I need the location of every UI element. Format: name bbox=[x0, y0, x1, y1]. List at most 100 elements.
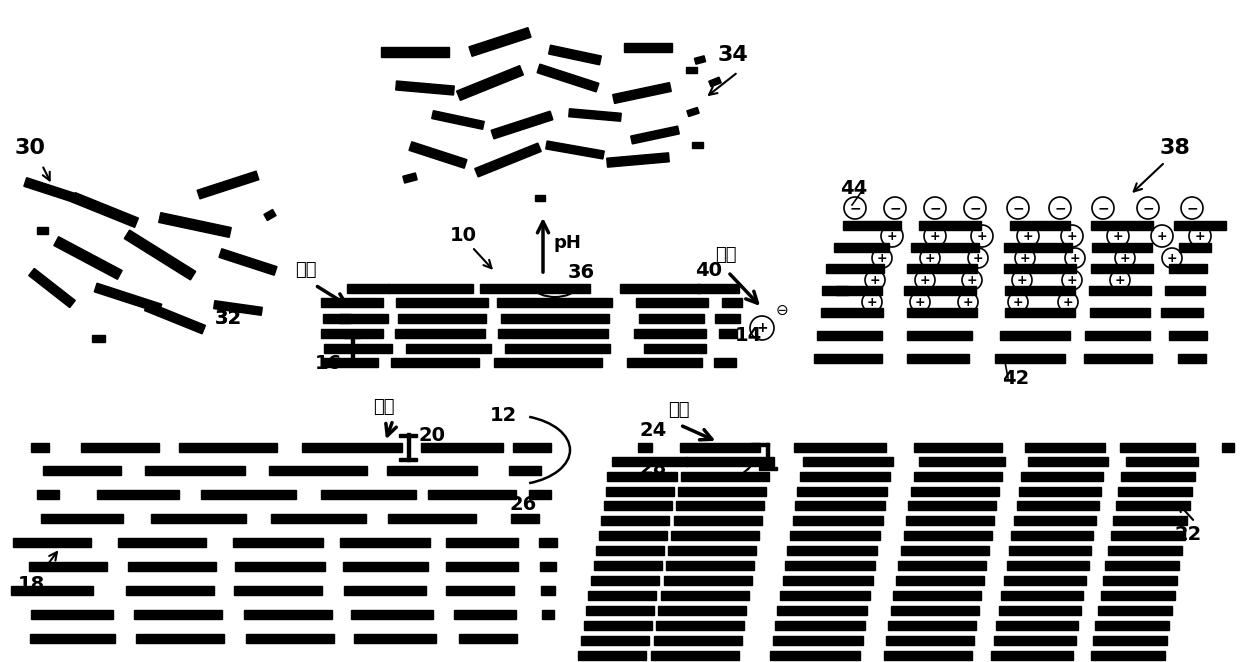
Bar bbox=[244, 610, 332, 618]
Text: +: + bbox=[867, 295, 878, 308]
Bar bbox=[1121, 442, 1195, 451]
Bar bbox=[919, 220, 981, 230]
Bar bbox=[919, 457, 1004, 465]
Bar bbox=[347, 283, 389, 293]
Bar bbox=[906, 516, 994, 524]
Bar bbox=[342, 561, 428, 571]
Bar bbox=[94, 283, 161, 312]
Bar bbox=[145, 465, 246, 475]
Bar bbox=[639, 442, 652, 451]
Bar bbox=[785, 561, 875, 569]
Text: +: + bbox=[967, 273, 977, 287]
Bar bbox=[219, 249, 277, 275]
Text: +: + bbox=[869, 273, 880, 287]
Bar bbox=[587, 606, 653, 614]
Bar bbox=[1090, 308, 1149, 316]
Bar bbox=[546, 141, 604, 159]
Text: 32: 32 bbox=[215, 308, 242, 328]
Bar bbox=[578, 651, 646, 659]
Text: +: + bbox=[1120, 252, 1131, 265]
Bar bbox=[1092, 636, 1167, 645]
Text: +: + bbox=[877, 252, 888, 265]
Bar bbox=[908, 500, 996, 510]
Bar bbox=[604, 500, 672, 510]
Bar bbox=[343, 359, 360, 361]
Bar bbox=[1221, 442, 1234, 451]
Bar bbox=[97, 489, 179, 498]
Bar bbox=[1001, 591, 1083, 600]
Bar bbox=[1095, 620, 1169, 630]
Bar bbox=[766, 443, 770, 469]
Bar bbox=[41, 514, 123, 522]
Text: pH: pH bbox=[554, 234, 582, 252]
Bar bbox=[794, 516, 883, 524]
Bar bbox=[351, 610, 433, 618]
Bar bbox=[1092, 242, 1152, 252]
Bar bbox=[661, 591, 749, 600]
Bar bbox=[658, 606, 746, 614]
Bar bbox=[794, 442, 887, 451]
Bar bbox=[480, 283, 590, 293]
Bar bbox=[1021, 471, 1104, 481]
Bar bbox=[904, 285, 976, 295]
Bar bbox=[773, 636, 863, 645]
Bar bbox=[1097, 606, 1172, 614]
Bar bbox=[128, 561, 216, 571]
Bar bbox=[606, 153, 670, 167]
Bar bbox=[591, 575, 658, 585]
Bar bbox=[826, 263, 884, 273]
Text: +: + bbox=[1157, 230, 1167, 242]
Bar bbox=[1174, 220, 1226, 230]
Bar bbox=[1091, 651, 1166, 659]
Bar bbox=[321, 328, 383, 338]
Bar bbox=[497, 297, 613, 307]
Bar bbox=[620, 283, 701, 293]
Bar bbox=[1109, 545, 1182, 555]
Text: +: + bbox=[962, 295, 973, 308]
Bar bbox=[584, 620, 652, 630]
Bar bbox=[624, 42, 672, 52]
Text: −: − bbox=[849, 201, 861, 215]
Bar bbox=[1025, 442, 1105, 451]
Bar bbox=[1019, 487, 1101, 495]
Bar bbox=[1169, 330, 1207, 340]
Bar bbox=[11, 585, 93, 594]
Bar bbox=[678, 487, 766, 495]
Text: +: + bbox=[1017, 273, 1027, 287]
Text: 30: 30 bbox=[15, 138, 46, 158]
Bar bbox=[1091, 220, 1153, 230]
Bar bbox=[501, 314, 609, 322]
Bar bbox=[666, 561, 754, 569]
Bar bbox=[37, 489, 60, 498]
Bar bbox=[813, 354, 882, 363]
Bar bbox=[686, 457, 774, 465]
Bar bbox=[782, 575, 873, 585]
Bar bbox=[594, 561, 662, 569]
Bar bbox=[911, 242, 980, 252]
Bar bbox=[1004, 575, 1086, 585]
Bar bbox=[29, 269, 76, 308]
Bar bbox=[1178, 354, 1207, 363]
Bar bbox=[459, 634, 517, 643]
Bar bbox=[1011, 530, 1092, 540]
Bar bbox=[994, 636, 1076, 645]
Bar bbox=[884, 651, 972, 659]
Bar bbox=[150, 514, 246, 522]
Bar bbox=[835, 242, 889, 252]
Text: 38: 38 bbox=[1159, 138, 1190, 158]
Text: 42: 42 bbox=[1002, 369, 1029, 387]
Text: +: + bbox=[1167, 252, 1177, 265]
Bar bbox=[351, 335, 353, 361]
Bar bbox=[391, 357, 479, 367]
Bar bbox=[759, 467, 777, 469]
Bar bbox=[475, 143, 541, 177]
Bar bbox=[134, 610, 222, 618]
Bar bbox=[539, 561, 556, 571]
Bar bbox=[343, 585, 427, 594]
Bar bbox=[709, 77, 722, 87]
Text: +: + bbox=[1019, 252, 1030, 265]
Text: 32: 32 bbox=[215, 308, 242, 328]
Bar bbox=[72, 193, 139, 227]
Bar bbox=[634, 328, 706, 338]
Bar bbox=[897, 575, 985, 585]
